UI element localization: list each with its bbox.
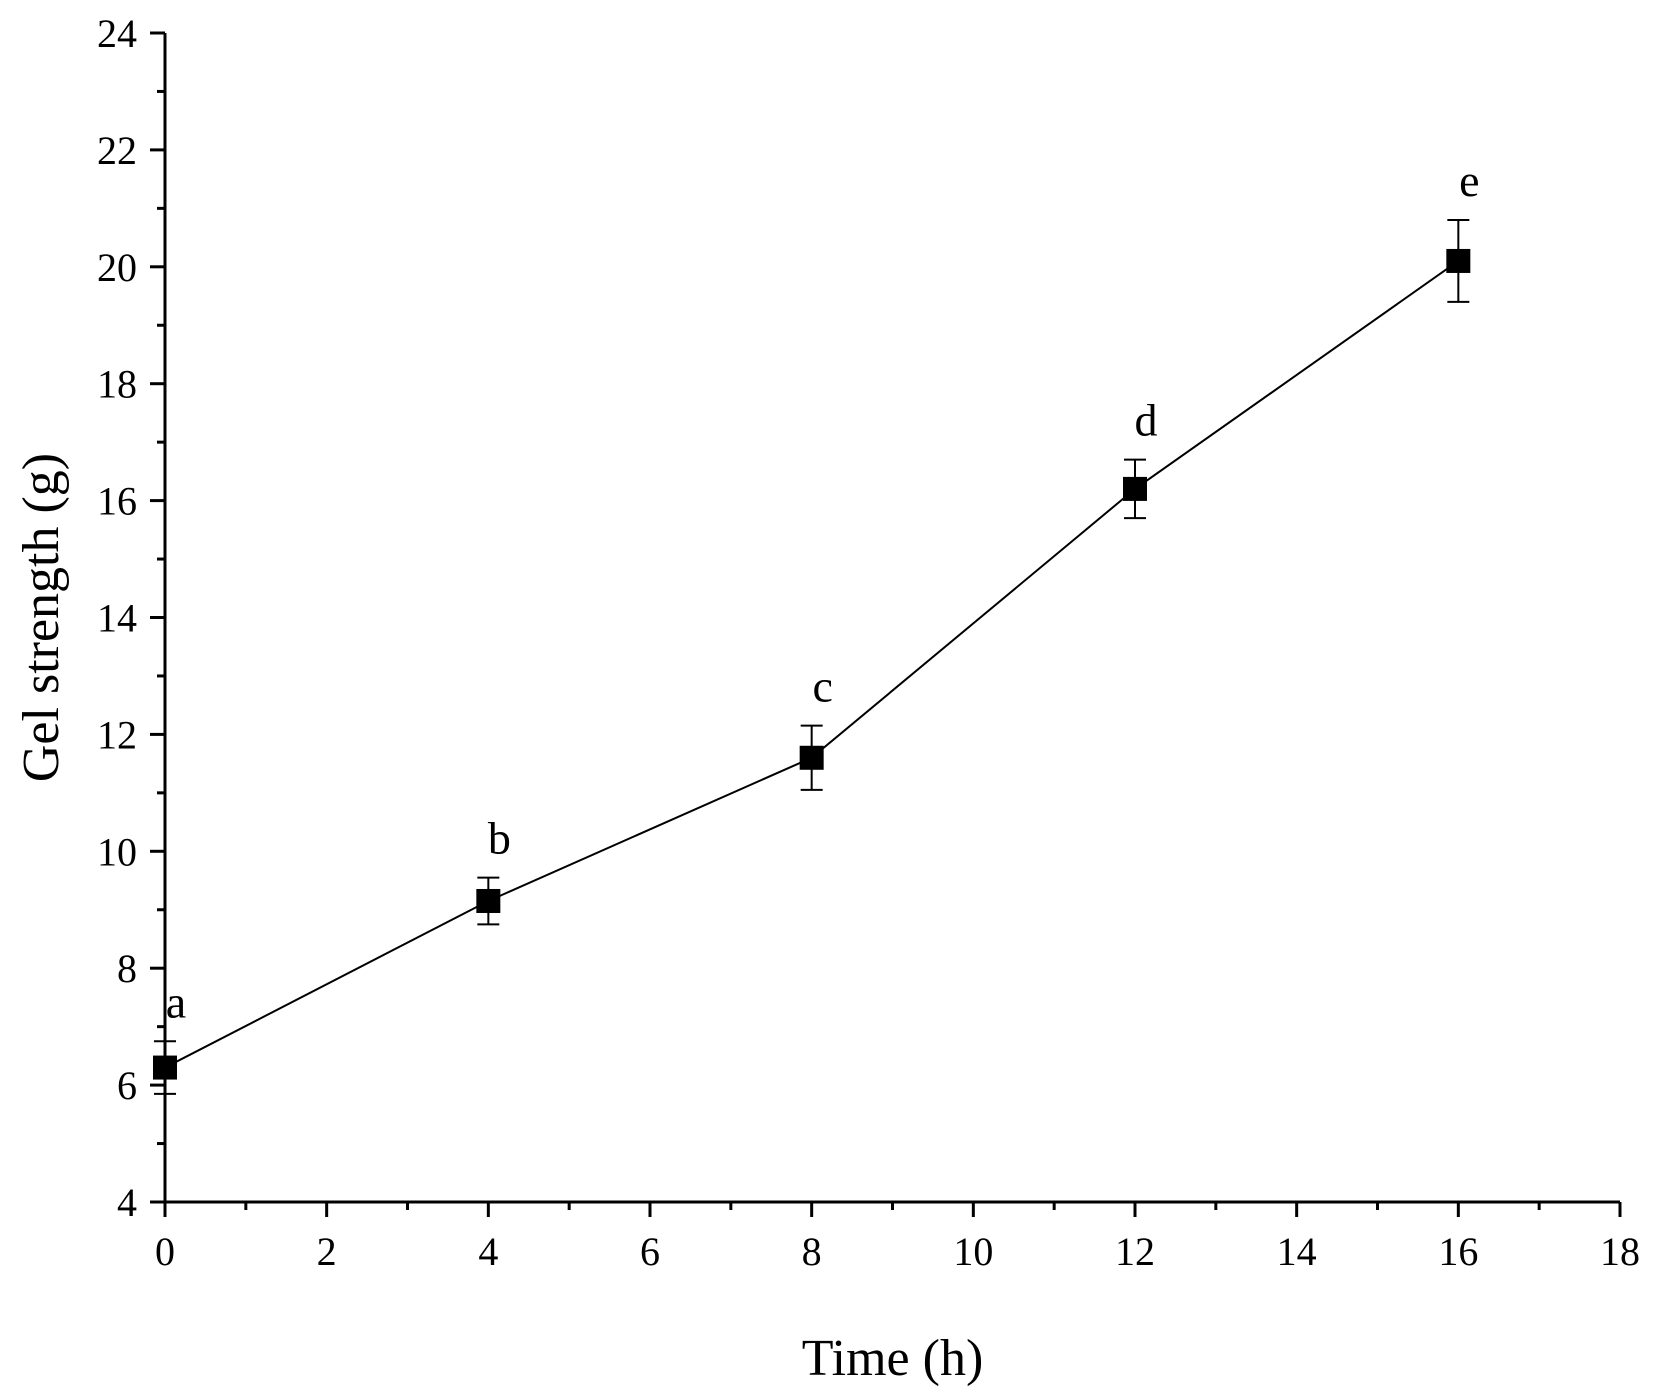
significance-label: a — [166, 976, 186, 1027]
y-tick-label: 12 — [97, 712, 137, 757]
y-tick-label: 4 — [117, 1180, 137, 1225]
x-tick-label: 2 — [317, 1229, 337, 1274]
y-tick-label: 20 — [97, 245, 137, 290]
x-tick-label: 12 — [1115, 1229, 1155, 1274]
data-point — [799, 745, 824, 770]
x-tick-label: 10 — [953, 1229, 993, 1274]
x-tick-label: 6 — [640, 1229, 660, 1274]
data-point — [1446, 248, 1471, 273]
data-point — [1123, 476, 1147, 501]
x-axis-title: Time (h) — [802, 1330, 984, 1387]
y-tick-label: 22 — [97, 128, 137, 173]
significance-label: e — [1459, 155, 1479, 206]
axes — [163, 33, 1620, 1204]
y-tick-label: 10 — [97, 829, 137, 874]
y-tick-label: 8 — [117, 946, 137, 991]
x-tick-label: 4 — [478, 1229, 498, 1274]
x-tick-label: 0 — [155, 1229, 175, 1274]
y-axis-ticks: 4 6 8 10 12 14 16 18 20 22 24 — [97, 11, 165, 1225]
data-point — [153, 1055, 177, 1080]
x-tick-label: 18 — [1600, 1229, 1640, 1274]
data-point — [476, 888, 501, 913]
x-axis-ticks: 0 2 4 6 8 10 12 14 16 18 — [155, 1202, 1640, 1274]
x-tick-label: 8 — [802, 1229, 822, 1274]
significance-label: b — [488, 813, 511, 864]
x-tick-label: 14 — [1277, 1229, 1317, 1274]
significance-label: c — [812, 661, 832, 712]
y-axis-title: Gel strength (g) — [13, 453, 70, 782]
series-layer: a b c d e — [153, 155, 1480, 1095]
x-tick-label: 16 — [1438, 1229, 1478, 1274]
y-tick-label: 16 — [97, 479, 137, 524]
y-tick-label: 18 — [97, 362, 137, 407]
significance-label: d — [1135, 395, 1158, 446]
y-tick-label: 24 — [97, 11, 137, 56]
y-tick-label: 14 — [97, 596, 137, 641]
y-tick-label: 6 — [117, 1063, 137, 1108]
